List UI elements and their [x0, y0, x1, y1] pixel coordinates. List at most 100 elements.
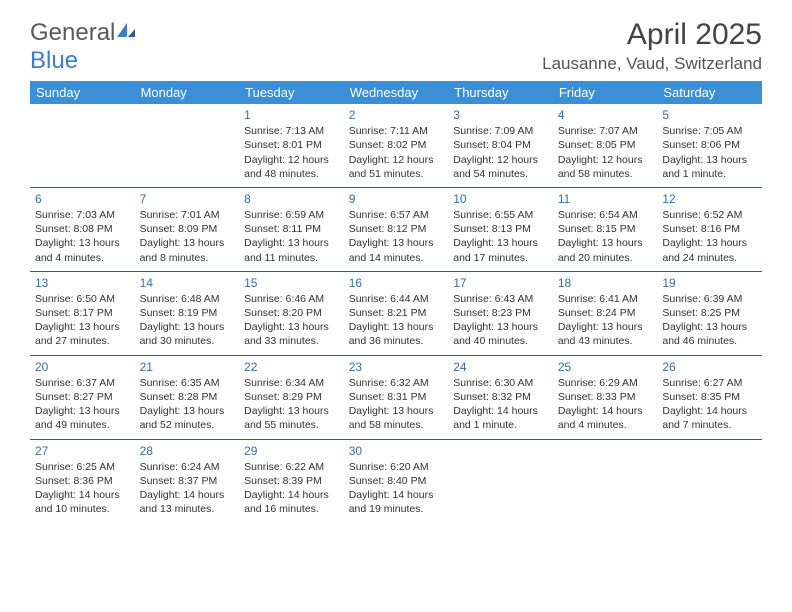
day-cell: 4Sunrise: 7:07 AMSunset: 8:05 PMDaylight… [553, 104, 658, 187]
daylight-line: Daylight: 12 hours [349, 153, 444, 167]
day-number: 3 [453, 107, 548, 123]
day-cell: 16Sunrise: 6:44 AMSunset: 8:21 PMDayligh… [344, 271, 449, 355]
day-cell: 17Sunrise: 6:43 AMSunset: 8:23 PMDayligh… [448, 271, 553, 355]
daylight-line: and 36 minutes. [349, 334, 444, 348]
day-number: 22 [244, 359, 339, 375]
location: Lausanne, Vaud, Switzerland [542, 54, 762, 74]
col-tuesday: Tuesday [239, 81, 344, 104]
daylight-line: and 48 minutes. [244, 167, 339, 181]
daylight-line: Daylight: 13 hours [140, 236, 235, 250]
sunrise-line: Sunrise: 7:13 AM [244, 124, 339, 138]
daylight-line: Daylight: 13 hours [558, 236, 653, 250]
sunrise-line: Sunrise: 6:41 AM [558, 292, 653, 306]
day-cell: 25Sunrise: 6:29 AMSunset: 8:33 PMDayligh… [553, 355, 658, 439]
sunrise-line: Sunrise: 7:01 AM [140, 208, 235, 222]
sunrise-line: Sunrise: 6:37 AM [35, 376, 130, 390]
sunrise-line: Sunrise: 6:44 AM [349, 292, 444, 306]
calendar-table: Sunday Monday Tuesday Wednesday Thursday… [30, 81, 762, 522]
daylight-line: Daylight: 14 hours [244, 488, 339, 502]
sunset-line: Sunset: 8:31 PM [349, 390, 444, 404]
daylight-line: Daylight: 13 hours [35, 320, 130, 334]
sunset-line: Sunset: 8:28 PM [140, 390, 235, 404]
day-number: 9 [349, 191, 444, 207]
day-cell: 7Sunrise: 7:01 AMSunset: 8:09 PMDaylight… [135, 187, 240, 271]
sunset-line: Sunset: 8:36 PM [35, 474, 130, 488]
day-cell: 22Sunrise: 6:34 AMSunset: 8:29 PMDayligh… [239, 355, 344, 439]
daylight-line: and 30 minutes. [140, 334, 235, 348]
day-cell: 9Sunrise: 6:57 AMSunset: 8:12 PMDaylight… [344, 187, 449, 271]
day-cell: 3Sunrise: 7:09 AMSunset: 8:04 PMDaylight… [448, 104, 553, 187]
day-cell [553, 439, 658, 522]
daylight-line: and 4 minutes. [558, 418, 653, 432]
day-cell: 26Sunrise: 6:27 AMSunset: 8:35 PMDayligh… [657, 355, 762, 439]
daylight-line: and 17 minutes. [453, 251, 548, 265]
day-number: 6 [35, 191, 130, 207]
daylight-line: and 4 minutes. [35, 251, 130, 265]
daylight-line: Daylight: 13 hours [349, 320, 444, 334]
title-block: April 2025 Lausanne, Vaud, Switzerland [542, 18, 762, 74]
day-cell [135, 104, 240, 187]
sunset-line: Sunset: 8:02 PM [349, 138, 444, 152]
sunset-line: Sunset: 8:25 PM [662, 306, 757, 320]
day-number: 1 [244, 107, 339, 123]
day-cell: 6Sunrise: 7:03 AMSunset: 8:08 PMDaylight… [30, 187, 135, 271]
daylight-line: Daylight: 13 hours [140, 404, 235, 418]
col-saturday: Saturday [657, 81, 762, 104]
day-number: 27 [35, 443, 130, 459]
sunrise-line: Sunrise: 6:30 AM [453, 376, 548, 390]
col-wednesday: Wednesday [344, 81, 449, 104]
month-title: April 2025 [542, 18, 762, 52]
daylight-line: and 33 minutes. [244, 334, 339, 348]
sunrise-line: Sunrise: 6:46 AM [244, 292, 339, 306]
daylight-line: and 49 minutes. [35, 418, 130, 432]
daylight-line: and 54 minutes. [453, 167, 548, 181]
sunset-line: Sunset: 8:23 PM [453, 306, 548, 320]
day-number: 30 [349, 443, 444, 459]
daylight-line: Daylight: 13 hours [662, 320, 757, 334]
sunset-line: Sunset: 8:39 PM [244, 474, 339, 488]
sunset-line: Sunset: 8:05 PM [558, 138, 653, 152]
logo-text: GeneralBlue [30, 18, 137, 75]
logo-part2: Blue [30, 47, 78, 74]
sunrise-line: Sunrise: 7:07 AM [558, 124, 653, 138]
day-number: 29 [244, 443, 339, 459]
daylight-line: and 58 minutes. [349, 418, 444, 432]
sunset-line: Sunset: 8:21 PM [349, 306, 444, 320]
day-cell: 8Sunrise: 6:59 AMSunset: 8:11 PMDaylight… [239, 187, 344, 271]
daylight-line: and 13 minutes. [140, 502, 235, 516]
daylight-line: Daylight: 13 hours [35, 236, 130, 250]
day-number: 7 [140, 191, 235, 207]
day-cell: 5Sunrise: 7:05 AMSunset: 8:06 PMDaylight… [657, 104, 762, 187]
sunset-line: Sunset: 8:12 PM [349, 222, 444, 236]
sunset-line: Sunset: 8:20 PM [244, 306, 339, 320]
sunrise-line: Sunrise: 7:05 AM [662, 124, 757, 138]
sunrise-line: Sunrise: 7:11 AM [349, 124, 444, 138]
calendar-page: GeneralBlue April 2025 Lausanne, Vaud, S… [0, 0, 792, 532]
sunset-line: Sunset: 8:40 PM [349, 474, 444, 488]
daylight-line: and 58 minutes. [558, 167, 653, 181]
daylight-line: Daylight: 14 hours [662, 404, 757, 418]
sunrise-line: Sunrise: 6:24 AM [140, 460, 235, 474]
sunset-line: Sunset: 8:04 PM [453, 138, 548, 152]
day-number: 19 [662, 275, 757, 291]
day-number: 8 [244, 191, 339, 207]
sunrise-line: Sunrise: 6:43 AM [453, 292, 548, 306]
col-sunday: Sunday [30, 81, 135, 104]
daylight-line: Daylight: 12 hours [453, 153, 548, 167]
sunset-line: Sunset: 8:33 PM [558, 390, 653, 404]
day-cell: 30Sunrise: 6:20 AMSunset: 8:40 PMDayligh… [344, 439, 449, 522]
daylight-line: Daylight: 13 hours [244, 320, 339, 334]
sunset-line: Sunset: 8:35 PM [662, 390, 757, 404]
daylight-line: Daylight: 13 hours [558, 320, 653, 334]
sunset-line: Sunset: 8:11 PM [244, 222, 339, 236]
daylight-line: Daylight: 13 hours [244, 236, 339, 250]
calendar-row: 6Sunrise: 7:03 AMSunset: 8:08 PMDaylight… [30, 187, 762, 271]
sunset-line: Sunset: 8:13 PM [453, 222, 548, 236]
daylight-line: Daylight: 12 hours [558, 153, 653, 167]
day-cell: 27Sunrise: 6:25 AMSunset: 8:36 PMDayligh… [30, 439, 135, 522]
daylight-line: and 8 minutes. [140, 251, 235, 265]
sunrise-line: Sunrise: 6:20 AM [349, 460, 444, 474]
col-monday: Monday [135, 81, 240, 104]
day-cell: 15Sunrise: 6:46 AMSunset: 8:20 PMDayligh… [239, 271, 344, 355]
day-cell: 23Sunrise: 6:32 AMSunset: 8:31 PMDayligh… [344, 355, 449, 439]
